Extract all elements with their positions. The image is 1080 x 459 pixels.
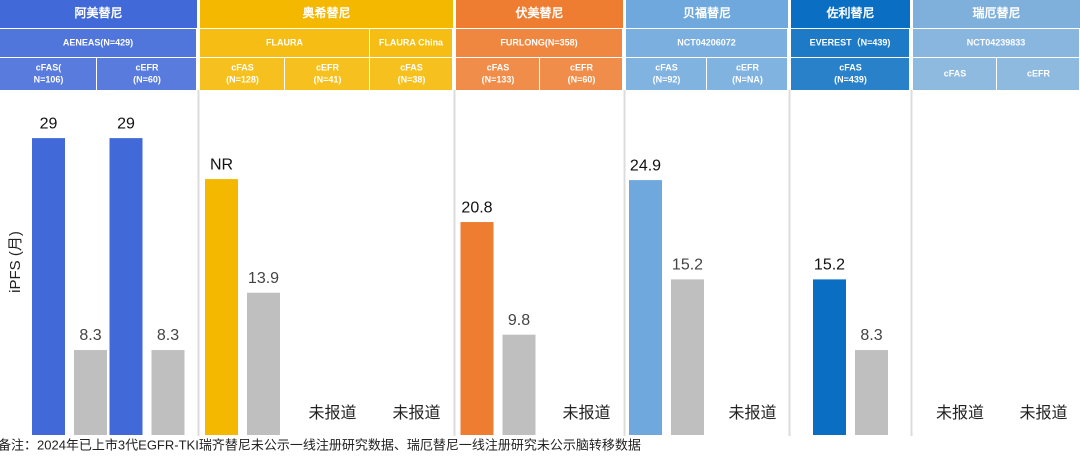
arm-label: cFAS	[839, 62, 862, 72]
trial-label: NCT04239833	[967, 37, 1026, 47]
bar	[671, 279, 704, 435]
arm-header-cell	[370, 58, 452, 90]
arm-label: cEFR	[1027, 68, 1051, 78]
drug-header-cell	[791, 0, 910, 28]
arm-label: cFAS	[231, 62, 254, 72]
arm-header-cell	[285, 58, 369, 90]
drug-label: 瑞厄替尼	[972, 5, 1020, 20]
drug-label: 佐利替尼	[825, 5, 874, 20]
arm-label: (N=NA)	[732, 74, 763, 84]
bar	[74, 350, 107, 435]
arm-label: N=106)	[34, 74, 64, 84]
arm-header-cell	[707, 58, 787, 90]
drug-header-cell	[200, 0, 453, 28]
bar	[855, 350, 888, 435]
not-reported-note: 未报道	[562, 404, 610, 422]
not-reported-note: 未报道	[1019, 404, 1067, 422]
drug-label: 阿美替尼	[74, 5, 122, 20]
arm-label: (N=92)	[653, 74, 681, 84]
trial-label: NCT04206072	[677, 37, 736, 47]
trial-header-cell	[791, 29, 909, 57]
bar	[205, 179, 238, 435]
footnote: 备注：2024年已上市3代EGFR-TKI瑞齐替尼未公示一线注册研究数据、瑞厄替…	[0, 437, 641, 452]
arm-header-cell	[791, 58, 909, 90]
value-label: 20.8	[461, 199, 492, 216]
drug-label: 奥希替尼	[302, 5, 350, 20]
value-label: 13.9	[248, 270, 279, 287]
arm-label: (N=133)	[482, 74, 515, 84]
bar	[813, 279, 846, 435]
arm-label: (N=128)	[226, 74, 259, 84]
trial-label: FLAURA	[266, 37, 303, 47]
arm-label: cEFR	[316, 62, 340, 72]
trial-header-cell	[370, 29, 452, 57]
arm-label: cEFR	[736, 62, 760, 72]
value-label: 29	[117, 115, 135, 132]
trial-header-cell	[0, 29, 196, 57]
bar	[502, 334, 536, 435]
y-axis-label: iPFS (月)	[7, 231, 24, 293]
value-label: 8.3	[860, 327, 882, 344]
drug-label: 伏美替尼	[515, 5, 563, 20]
arm-header-cell	[0, 58, 96, 90]
arm-header-cell	[540, 58, 622, 90]
trial-label: AENEAS(N=429)	[63, 37, 133, 47]
drug-header-cell	[626, 0, 788, 28]
arm-header-cell	[97, 58, 196, 90]
value-label: 29	[40, 115, 58, 132]
trial-label: FURLONG(N=358)	[500, 37, 577, 47]
trial-header-cell	[200, 29, 369, 57]
arm-label: cFAS	[487, 62, 510, 72]
bar	[109, 138, 143, 435]
arm-label: (N=38)	[398, 74, 426, 84]
bar	[32, 138, 65, 435]
arm-label: (N=60)	[133, 74, 161, 84]
not-reported-note: 未报道	[936, 404, 984, 422]
arm-label: cEFR	[570, 62, 594, 72]
arm-label: (N=439)	[834, 74, 867, 84]
arm-label: cFAS(	[36, 62, 62, 72]
value-label: NR	[210, 156, 233, 173]
trial-header-cell	[913, 29, 1079, 57]
bar	[460, 222, 494, 435]
bar	[629, 180, 662, 435]
arm-header-cell	[997, 58, 1079, 90]
trial-header-cell	[456, 29, 622, 57]
value-label: 24.9	[630, 157, 661, 174]
value-label: 8.3	[157, 327, 179, 344]
value-label: 15.2	[672, 257, 703, 274]
bar	[247, 292, 280, 435]
value-label: 15.2	[814, 257, 845, 274]
drug-header-cell	[913, 0, 1080, 28]
value-label: 9.8	[508, 312, 530, 329]
drug-header-cell	[456, 0, 623, 28]
arm-label: cEFR	[135, 62, 159, 72]
drug-header-cell	[0, 0, 197, 28]
trial-header-cell	[626, 29, 787, 57]
arm-label: cFAS	[400, 62, 423, 72]
trial-label: FLAURA China	[379, 37, 444, 47]
arm-header-cell	[200, 58, 284, 90]
not-reported-note: 未报道	[728, 404, 776, 422]
arm-header-cell	[456, 58, 539, 90]
value-label: 8.3	[79, 327, 101, 344]
not-reported-note: 未报道	[308, 404, 356, 422]
arm-label: cFAS	[655, 62, 678, 72]
bar	[151, 350, 185, 435]
arm-label: cFAS	[944, 68, 967, 78]
trial-label: EVEREST（N=439)	[810, 37, 891, 47]
arm-header-cell	[626, 58, 706, 90]
arm-header-cell	[913, 58, 996, 90]
arm-label: (N=41)	[314, 74, 342, 84]
drug-label: 贝福替尼	[683, 5, 731, 20]
arm-label: (N=60)	[568, 74, 596, 84]
not-reported-note: 未报道	[392, 404, 440, 422]
